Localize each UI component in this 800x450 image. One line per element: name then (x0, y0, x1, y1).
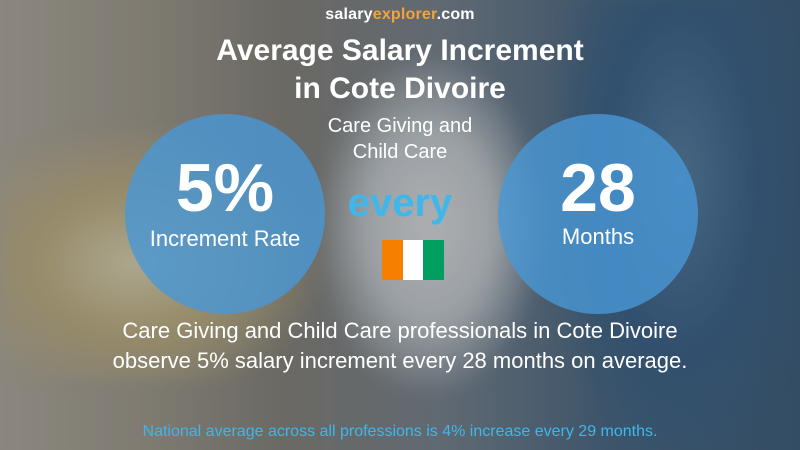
cote-divoire-flag-icon (382, 240, 445, 280)
summary-line-2: observe 5% salary increment every 28 mon… (112, 348, 688, 373)
subtitle-line-1: Care Giving and (327, 115, 473, 137)
brand-part-explorer: explorer (372, 6, 437, 23)
flag-stripe-white (402, 240, 424, 280)
summary-line-1: Care Giving and Child Care professionals… (122, 318, 678, 343)
title-line-2: in Cote Divoire (294, 72, 506, 105)
increment-rate-circle: 5% Increment Rate (125, 114, 325, 314)
flag-stripe-green (423, 240, 445, 280)
subtitle-line-2: Child Care (352, 141, 448, 163)
summary-text: Care Giving and Child Care professionals… (0, 316, 800, 376)
months-circle: 28 Months (498, 114, 698, 314)
flag-stripe-orange (382, 240, 403, 280)
job-category: Care Giving and Child Care (250, 113, 550, 165)
national-average-note: National average across all professions … (142, 423, 658, 440)
increment-rate-value: 5% (175, 150, 275, 226)
page-title: Average Salary Increment in Cote Divoire (0, 32, 800, 108)
brand-part-salary: salary (325, 6, 373, 23)
brand-logo[interactable]: salaryexplorer.com (0, 6, 800, 24)
every-connector: every (347, 181, 453, 225)
months-label: Months (561, 224, 635, 249)
months-value: 28 (560, 150, 636, 226)
title-line-1: Average Salary Increment (216, 34, 584, 67)
brand-part-domain: .com (436, 6, 475, 23)
increment-rate-label: Increment Rate (149, 226, 301, 251)
